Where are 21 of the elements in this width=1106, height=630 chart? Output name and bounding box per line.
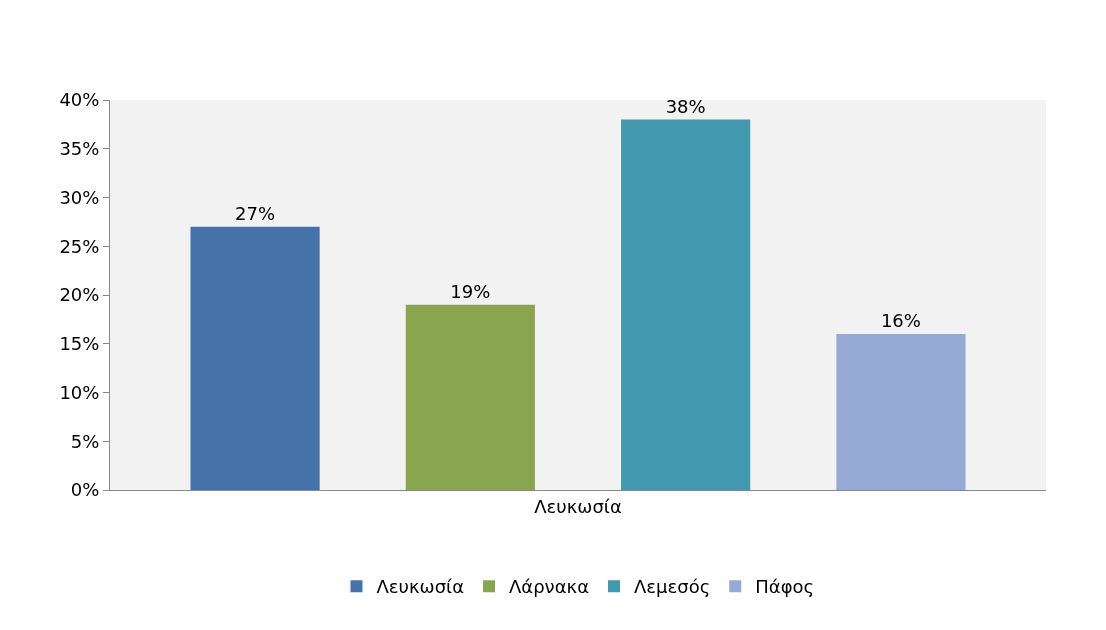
y-tick-label: 35% xyxy=(59,138,100,160)
legend-label: Λεμεσός xyxy=(634,576,711,598)
data-label: 19% xyxy=(450,280,491,302)
legend-label: Πάφος xyxy=(755,576,815,598)
data-label: 16% xyxy=(880,310,921,331)
y-tick-label: 25% xyxy=(59,235,100,257)
data-label: 38% xyxy=(665,95,706,117)
y-tick-label: 0% xyxy=(70,479,100,501)
y-tick-label: 20% xyxy=(59,284,100,306)
bar xyxy=(405,304,535,490)
bar xyxy=(190,226,320,490)
y-tick-label: 15% xyxy=(59,333,100,355)
bar xyxy=(836,334,966,490)
y-tick-label: 10% xyxy=(59,381,100,403)
y-tick-label: 5% xyxy=(70,430,100,452)
legend-label: Λάρνακα xyxy=(509,576,590,598)
y-tick-label: 30% xyxy=(59,186,100,208)
y-tick-label: 40% xyxy=(59,89,100,111)
data-label: 27% xyxy=(235,202,276,224)
bar xyxy=(621,119,751,490)
legend-label: Λευκωσία xyxy=(376,576,465,598)
